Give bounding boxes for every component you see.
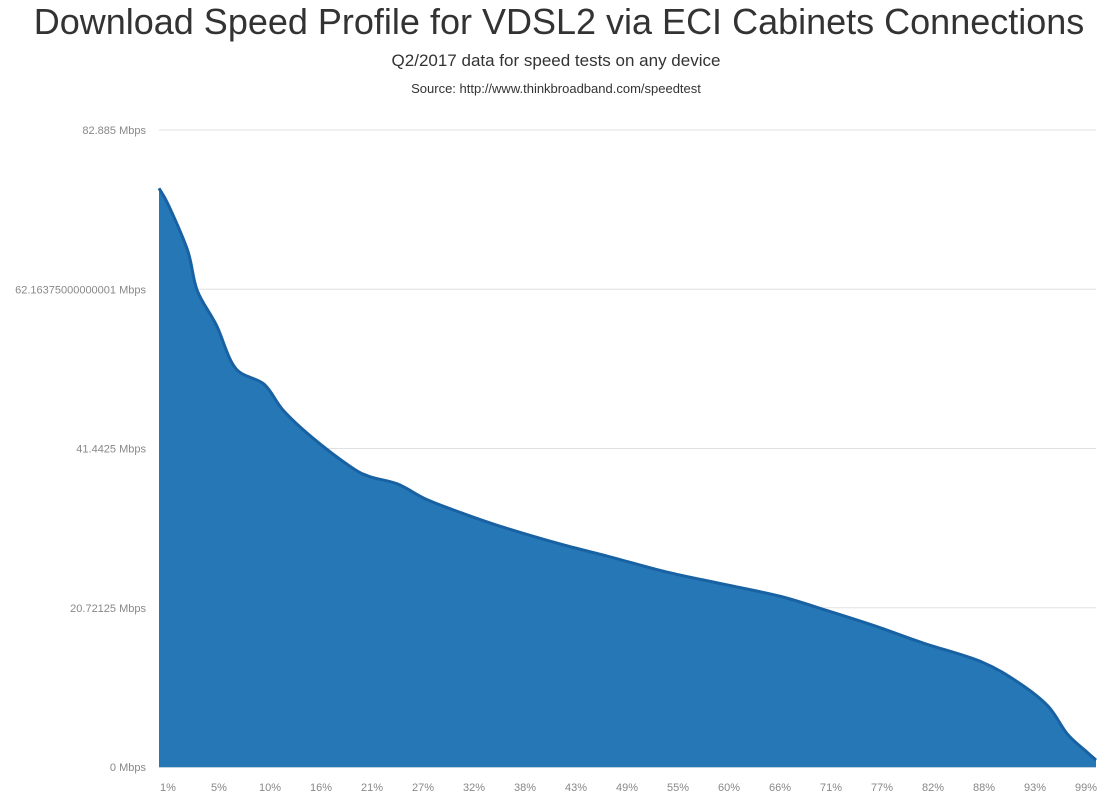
x-tick-label: 32% — [463, 782, 485, 794]
x-tick-label: 38% — [514, 782, 536, 794]
chart-source: Source: http://www.thinkbroadband.com/sp… — [411, 81, 701, 96]
x-tick-label: 5% — [211, 782, 227, 794]
y-tick-label: 41.4425 Mbps — [76, 444, 146, 456]
x-tick-label: 1% — [160, 782, 176, 794]
chart-title: Download Speed Profile for VDSL2 via ECI… — [33, 1, 1085, 42]
x-tick-label: 27% — [412, 782, 434, 794]
x-tick-label: 60% — [718, 782, 740, 794]
x-tick-label: 43% — [565, 782, 587, 794]
chart-subtitle: Q2/2017 data for speed tests on any devi… — [391, 51, 721, 70]
x-tick-label: 71% — [820, 782, 842, 794]
x-tick-label: 66% — [769, 782, 791, 794]
x-tick-label: 55% — [667, 782, 689, 794]
y-tick-label: 20.72125 Mbps — [70, 603, 146, 615]
x-tick-label: 93% — [1024, 782, 1046, 794]
y-tick-label: 62.16375000000001 Mbps — [15, 284, 146, 296]
x-tick-label: 10% — [259, 782, 281, 794]
y-tick-label: 82.885 Mbps — [82, 125, 146, 137]
speed-area — [159, 188, 1096, 768]
x-tick-label: 77% — [871, 782, 893, 794]
x-axis-labels: 1% 5% 10% 16% 21% 27% 32% 38% 43% 49% 55% 60% 66% 71%… — [160, 782, 1097, 794]
x-tick-label: 21% — [361, 782, 383, 794]
x-tick-label: 99% — [1075, 782, 1097, 794]
x-tick-label: 16% — [310, 782, 332, 794]
x-tick-label: 82% — [922, 782, 944, 794]
x-tick-label: 49% — [616, 782, 638, 794]
y-axis-labels: 0 Mbps 20.72125 Mbps 41.4425 Mbps 62.163750… — [15, 125, 146, 774]
speed-line — [157, 187, 1097, 762]
x-tick-label: 88% — [973, 782, 995, 794]
y-tick-label: 0 Mbps — [110, 762, 147, 774]
